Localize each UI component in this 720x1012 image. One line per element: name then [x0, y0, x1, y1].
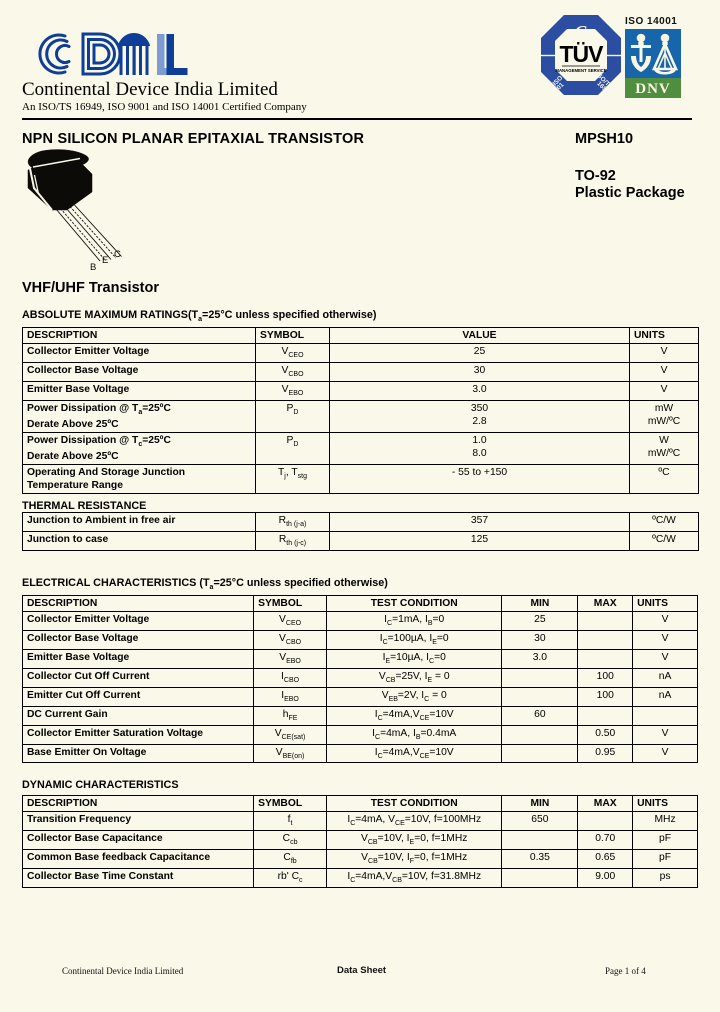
svg-text:B: B	[90, 262, 96, 273]
svg-text:TÜV: TÜV	[560, 41, 605, 67]
svg-text:C: C	[114, 249, 121, 260]
svg-text:E: E	[102, 255, 108, 266]
svg-text:G: G	[575, 22, 588, 41]
svg-text:DNV: DNV	[635, 81, 671, 97]
